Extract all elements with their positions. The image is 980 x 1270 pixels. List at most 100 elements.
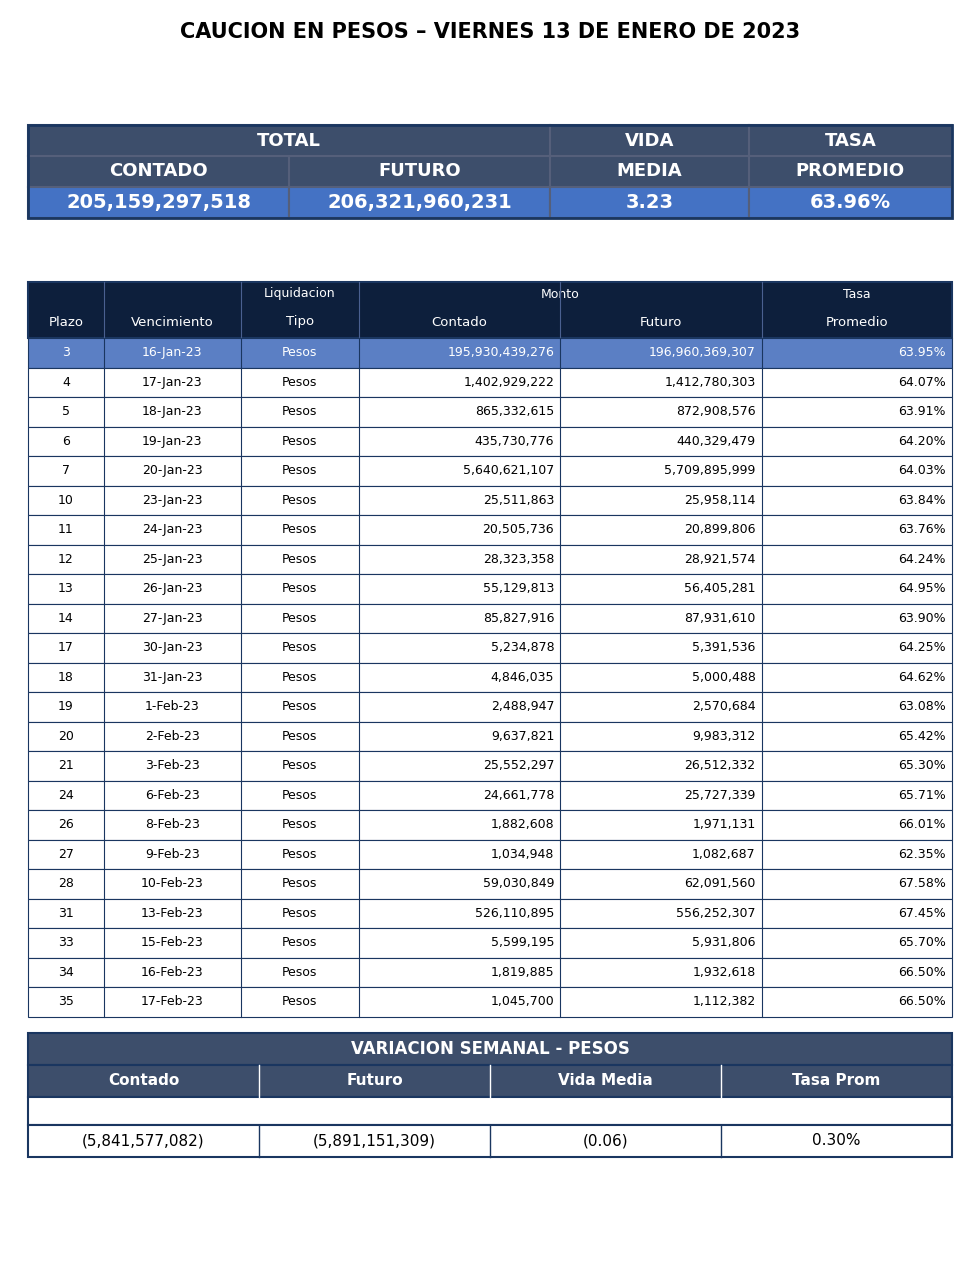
Text: FUTURO: FUTURO	[378, 163, 461, 180]
Text: 25,552,297: 25,552,297	[483, 759, 555, 772]
Text: 435,730,776: 435,730,776	[474, 434, 555, 448]
Text: Monto: Monto	[541, 287, 579, 301]
Bar	[28, 187, 289, 218]
Bar	[28, 398, 952, 427]
Text: 10: 10	[58, 494, 74, 507]
Text: 5: 5	[62, 405, 70, 418]
Text: Pesos: Pesos	[282, 582, 318, 596]
Text: Pesos: Pesos	[282, 405, 318, 418]
Text: Plazo: Plazo	[48, 315, 83, 329]
Text: 5,000,488: 5,000,488	[692, 671, 756, 683]
Text: 5,640,621,107: 5,640,621,107	[463, 465, 555, 478]
Text: Pesos: Pesos	[282, 700, 318, 714]
Text: 4,846,035: 4,846,035	[491, 671, 555, 683]
Text: 26-Jan-23: 26-Jan-23	[142, 582, 203, 596]
Text: 9-Feb-23: 9-Feb-23	[145, 848, 200, 861]
Text: 1,882,608: 1,882,608	[491, 818, 555, 832]
Text: VARIACION SEMANAL - PESOS: VARIACION SEMANAL - PESOS	[351, 1040, 629, 1058]
Text: 28,921,574: 28,921,574	[684, 552, 756, 565]
Text: CAUCION EN PESOS – VIERNES 13 DE ENERO DE 2023: CAUCION EN PESOS – VIERNES 13 DE ENERO D…	[180, 22, 800, 42]
Text: 31-Jan-23: 31-Jan-23	[142, 671, 203, 683]
Text: 26,512,332: 26,512,332	[685, 759, 756, 772]
Text: 196,960,369,307: 196,960,369,307	[649, 347, 756, 359]
Text: 17-Feb-23: 17-Feb-23	[141, 996, 204, 1008]
Text: 3: 3	[62, 347, 70, 359]
Bar	[28, 958, 952, 987]
Text: 23-Jan-23: 23-Jan-23	[142, 494, 203, 507]
Text: 2,570,684: 2,570,684	[692, 700, 756, 714]
Text: 556,252,307: 556,252,307	[676, 907, 756, 919]
Text: 65.70%: 65.70%	[898, 936, 946, 949]
Text: Futuro: Futuro	[640, 315, 682, 329]
Text: 872,908,576: 872,908,576	[676, 405, 756, 418]
Bar	[289, 156, 550, 187]
Text: Pesos: Pesos	[282, 465, 318, 478]
Bar	[28, 928, 952, 958]
Text: 1,112,382: 1,112,382	[693, 996, 756, 1008]
Text: 5,599,195: 5,599,195	[491, 936, 555, 949]
Text: 1,819,885: 1,819,885	[491, 965, 555, 979]
Text: 64.03%: 64.03%	[899, 465, 946, 478]
Text: 63.95%: 63.95%	[899, 347, 946, 359]
Text: Pesos: Pesos	[282, 523, 318, 536]
Text: Pesos: Pesos	[282, 612, 318, 625]
Text: 21: 21	[58, 759, 74, 772]
Bar	[28, 987, 952, 1016]
Bar	[28, 516, 952, 545]
Text: 63.08%: 63.08%	[899, 700, 946, 714]
Bar	[28, 632, 952, 663]
Text: 62,091,560: 62,091,560	[684, 878, 756, 890]
Bar	[28, 156, 289, 187]
Text: 17-Jan-23: 17-Jan-23	[142, 376, 203, 389]
Bar	[28, 1064, 952, 1096]
Bar	[289, 187, 550, 218]
Text: 65.71%: 65.71%	[899, 789, 946, 801]
Text: 9,983,312: 9,983,312	[693, 730, 756, 743]
Text: Tasa: Tasa	[843, 287, 870, 301]
Text: 26: 26	[58, 818, 74, 832]
Text: 2,488,947: 2,488,947	[491, 700, 555, 714]
Bar	[28, 427, 952, 456]
Bar	[28, 338, 952, 367]
Text: 35: 35	[58, 996, 74, 1008]
Text: 28,323,358: 28,323,358	[483, 552, 555, 565]
Text: Liquidacion: Liquidacion	[264, 287, 335, 301]
Text: Contado: Contado	[431, 315, 487, 329]
Text: Pesos: Pesos	[282, 936, 318, 949]
Text: 865,332,615: 865,332,615	[475, 405, 555, 418]
Bar	[28, 839, 952, 869]
Text: TOTAL: TOTAL	[257, 132, 321, 150]
Text: 85,827,916: 85,827,916	[483, 612, 555, 625]
Text: 3.23: 3.23	[625, 193, 673, 212]
Text: 2-Feb-23: 2-Feb-23	[145, 730, 200, 743]
Text: 66.01%: 66.01%	[899, 818, 946, 832]
Text: 206,321,960,231: 206,321,960,231	[327, 193, 512, 212]
Bar	[28, 1096, 952, 1124]
Text: 11: 11	[58, 523, 74, 536]
Text: Pesos: Pesos	[282, 818, 318, 832]
Text: 24,661,778: 24,661,778	[483, 789, 555, 801]
Text: 13-Feb-23: 13-Feb-23	[141, 907, 204, 919]
Text: Pesos: Pesos	[282, 552, 318, 565]
Text: 25-Jan-23: 25-Jan-23	[142, 552, 203, 565]
Text: 25,511,863: 25,511,863	[483, 494, 555, 507]
Text: 16-Jan-23: 16-Jan-23	[142, 347, 203, 359]
Bar	[749, 124, 952, 156]
Text: 4: 4	[62, 376, 70, 389]
Text: Vencimiento: Vencimiento	[130, 315, 214, 329]
Text: 18: 18	[58, 671, 74, 683]
Text: 31: 31	[58, 907, 74, 919]
Text: 24-Jan-23: 24-Jan-23	[142, 523, 203, 536]
Text: Pesos: Pesos	[282, 789, 318, 801]
Bar	[28, 692, 952, 721]
Text: 6: 6	[62, 434, 70, 448]
Text: 10-Feb-23: 10-Feb-23	[141, 878, 204, 890]
Bar	[28, 663, 952, 692]
Text: 1,402,929,222: 1,402,929,222	[464, 376, 555, 389]
Text: Pesos: Pesos	[282, 965, 318, 979]
Text: 18-Jan-23: 18-Jan-23	[142, 405, 203, 418]
Text: 1-Feb-23: 1-Feb-23	[145, 700, 200, 714]
Text: 25,958,114: 25,958,114	[684, 494, 756, 507]
Text: 63.96%: 63.96%	[809, 193, 891, 212]
Text: 27: 27	[58, 848, 74, 861]
